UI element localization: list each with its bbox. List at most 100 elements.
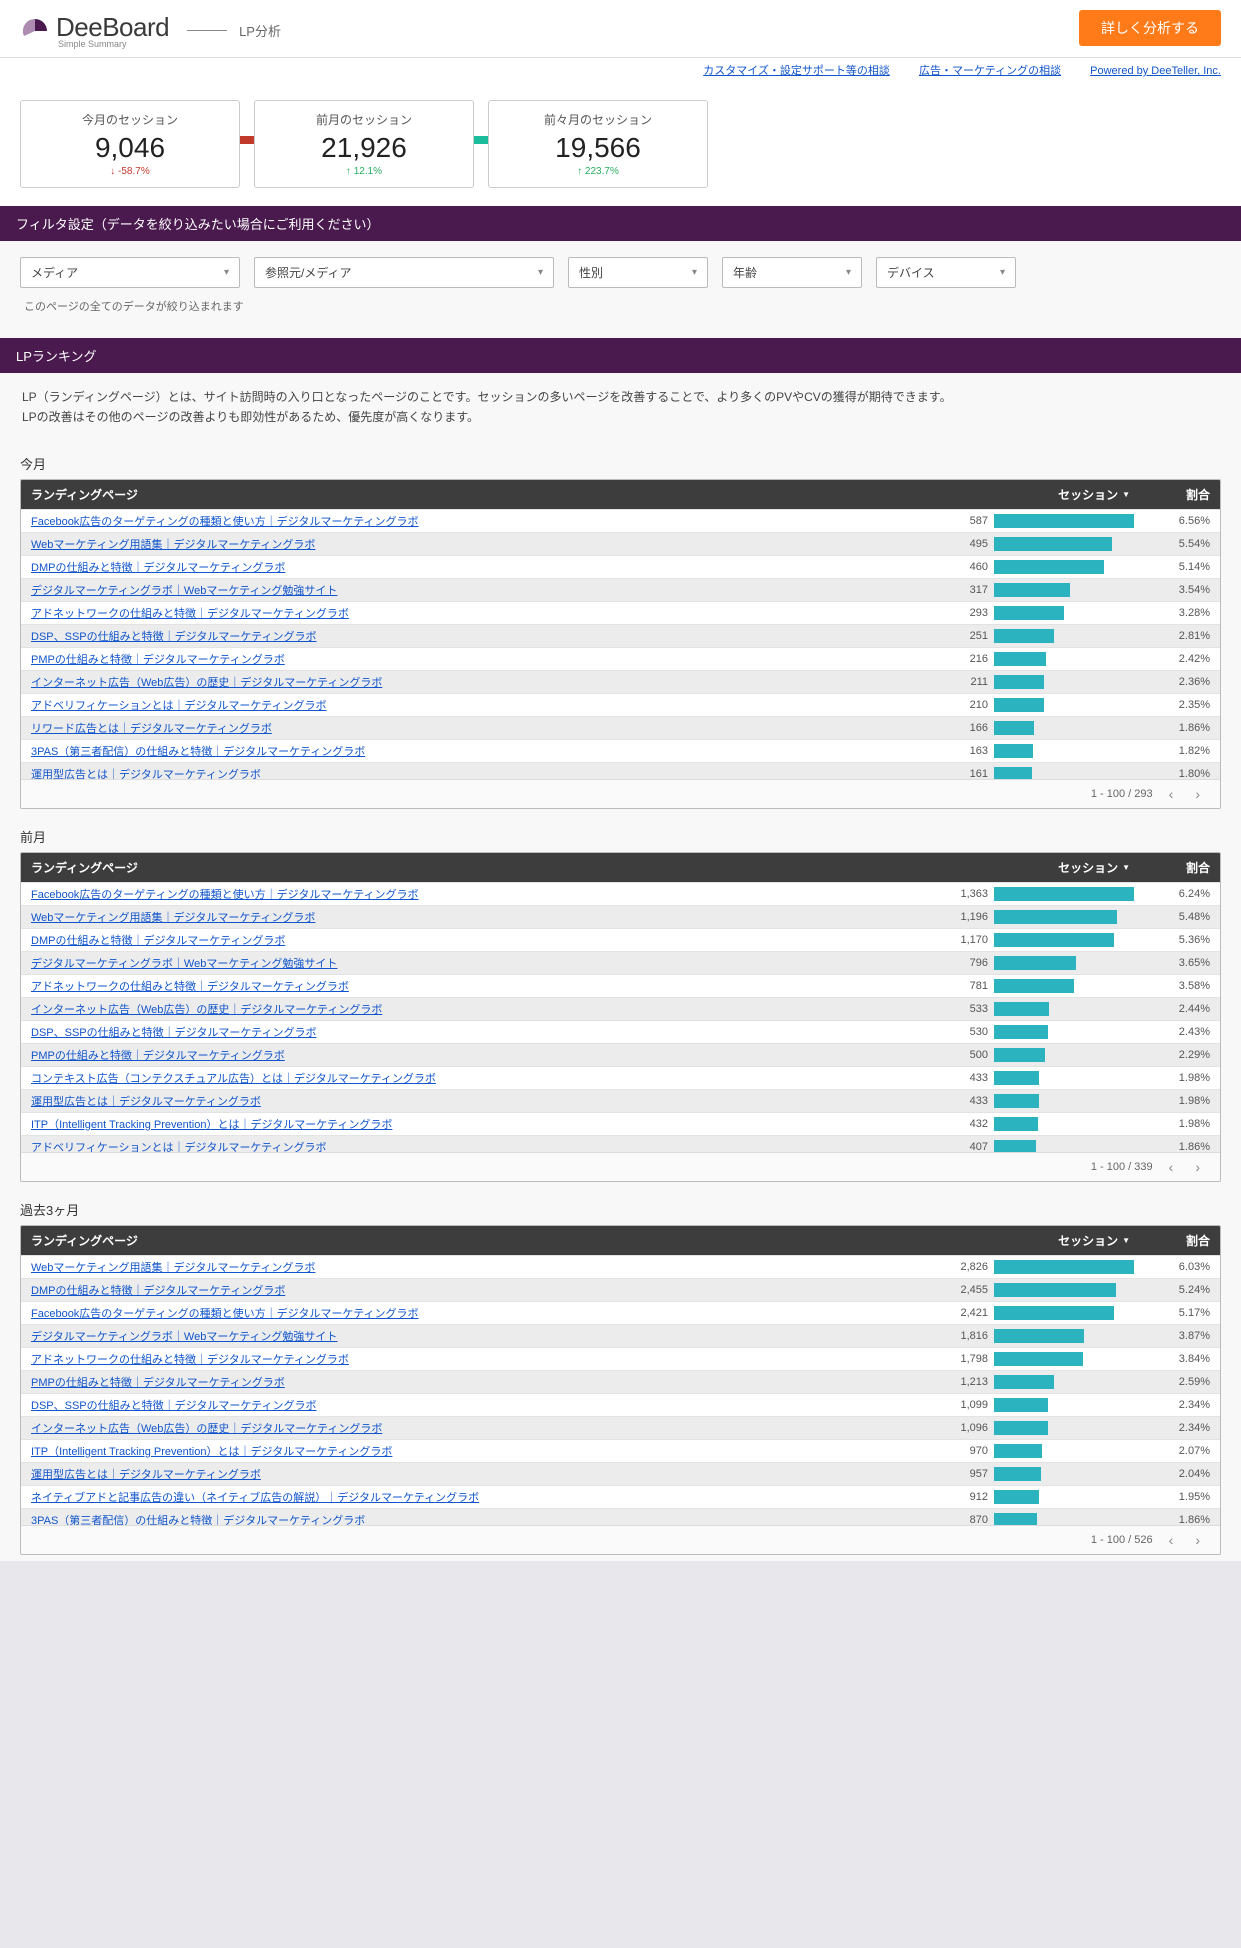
table-row: DSP、SSPの仕組みと特徴｜デジタルマーケティングラボ2512.81%: [21, 624, 1220, 647]
card-title: 前月のセッション: [269, 111, 459, 128]
page-link[interactable]: リワード広告とは｜デジタルマーケティングラボ: [31, 723, 272, 735]
page-link[interactable]: デジタルマーケティングラボ｜Webマーケティング勉強サイト: [31, 1331, 337, 1343]
page-link[interactable]: ITP（Intelligent Tracking Prevention）とは｜デ…: [31, 1446, 392, 1458]
page-link[interactable]: Facebook広告のターゲティングの種類と使い方｜デジタルマーケティングラボ: [31, 516, 419, 528]
analyze-button[interactable]: 詳しく分析する: [1079, 10, 1221, 46]
filter-dropdown[interactable]: 年齢▾: [722, 257, 862, 288]
cell-page: 運用型広告とは｜デジタルマーケティングラボ: [21, 1090, 940, 1112]
page-link[interactable]: DMPの仕組みと特徴｜デジタルマーケティングラボ: [31, 1285, 285, 1297]
col-header-percent[interactable]: 割合: [1140, 1226, 1220, 1255]
session-value: 796: [946, 957, 988, 969]
page-link[interactable]: Webマーケティング用語集｜デジタルマーケティングラボ: [31, 539, 315, 551]
page-link[interactable]: DSP、SSPの仕組みと特徴｜デジタルマーケティングラボ: [31, 631, 317, 643]
cell-session: 166: [940, 719, 1140, 737]
page-link[interactable]: Facebook広告のターゲティングの種類と使い方｜デジタルマーケティングラボ: [31, 1308, 419, 1320]
cell-session: 1,099: [940, 1396, 1140, 1414]
session-value: 2,455: [946, 1284, 988, 1296]
cell-percent: 2.34%: [1140, 1419, 1220, 1437]
session-value: 1,099: [946, 1399, 988, 1411]
cell-session: 1,213: [940, 1373, 1140, 1391]
cell-percent: 2.29%: [1140, 1046, 1220, 1064]
col-header-percent[interactable]: 割合: [1140, 853, 1220, 882]
page-link[interactable]: Facebook広告のターゲティングの種類と使い方｜デジタルマーケティングラボ: [31, 889, 419, 901]
page-link[interactable]: 運用型広告とは｜デジタルマーケティングラボ: [31, 1469, 261, 1481]
page-link[interactable]: デジタルマーケティングラボ｜Webマーケティング勉強サイト: [31, 585, 337, 597]
page-link[interactable]: 運用型広告とは｜デジタルマーケティングラボ: [31, 769, 261, 779]
filter-label: メディア: [31, 264, 78, 281]
cell-page: 3PAS（第三者配信）の仕組みと特徴｜デジタルマーケティングラボ: [21, 1509, 940, 1525]
page-link[interactable]: アドネットワークの仕組みと特徴｜デジタルマーケティングラボ: [31, 981, 349, 993]
page-link[interactable]: DMPの仕組みと特徴｜デジタルマーケティングラボ: [31, 935, 285, 947]
page-link[interactable]: DSP、SSPの仕組みと特徴｜デジタルマーケティングラボ: [31, 1027, 317, 1039]
link-customize[interactable]: カスタマイズ・設定サポート等の相談: [703, 65, 890, 77]
logo: DeeBoard Simple Summary: [20, 12, 169, 49]
col-header-session[interactable]: セッション ▼: [940, 480, 1140, 509]
table-row: Facebook広告のターゲティングの種類と使い方｜デジタルマーケティングラボ1…: [21, 882, 1220, 905]
sort-desc-icon: ▼: [1122, 1236, 1130, 1245]
card-value: 19,566: [503, 132, 693, 164]
col-header-page[interactable]: ランディングページ: [21, 480, 940, 509]
page-link[interactable]: 運用型広告とは｜デジタルマーケティングラボ: [31, 1096, 261, 1108]
table-row: 3PAS（第三者配信）の仕組みと特徴｜デジタルマーケティングラボ1631.82%: [21, 739, 1220, 762]
table-row: 3PAS（第三者配信）の仕組みと特徴｜デジタルマーケティングラボ8701.86%: [21, 1508, 1220, 1525]
page-link[interactable]: PMPの仕組みと特徴｜デジタルマーケティングラボ: [31, 654, 285, 666]
page-link[interactable]: コンテキスト広告（コンテクスチュアル広告）とは｜デジタルマーケティングラボ: [31, 1073, 436, 1085]
cell-session: 912: [940, 1488, 1140, 1506]
page-link[interactable]: PMPの仕組みと特徴｜デジタルマーケティングラボ: [31, 1050, 285, 1062]
table-row: デジタルマーケティングラボ｜Webマーケティング勉強サイト7963.65%: [21, 951, 1220, 974]
table-row: ITP（Intelligent Tracking Prevention）とは｜デ…: [21, 1439, 1220, 1462]
page-link[interactable]: インターネット広告（Web広告）の歴史｜デジタルマーケティングラボ: [31, 1423, 382, 1435]
table-footer: 1 - 100 / 293‹›: [21, 779, 1220, 808]
session-value: 293: [946, 607, 988, 619]
next-page-button[interactable]: ›: [1189, 786, 1206, 802]
cell-percent: 1.86%: [1140, 719, 1220, 737]
page-link[interactable]: デジタルマーケティングラボ｜Webマーケティング勉強サイト: [31, 958, 337, 970]
link-powered[interactable]: Powered by DeeTeller, Inc.: [1090, 65, 1221, 77]
prev-page-button[interactable]: ‹: [1163, 786, 1180, 802]
page-link[interactable]: アドベリフィケーションとは｜デジタルマーケティングラボ: [31, 700, 326, 712]
filter-label: 年齢: [733, 264, 757, 281]
session-cards: 今月のセッション9,046↓ -58.7%前月のセッション21,926↑ 12.…: [0, 86, 1241, 206]
prev-page-button[interactable]: ‹: [1163, 1159, 1180, 1175]
page-link[interactable]: インターネット広告（Web広告）の歴史｜デジタルマーケティングラボ: [31, 1004, 382, 1016]
col-header-page[interactable]: ランディングページ: [21, 853, 940, 882]
cell-percent: 2.07%: [1140, 1442, 1220, 1460]
ranking-table-block: 今月ランディングページセッション ▼割合Facebook広告のターゲティングの種…: [0, 442, 1241, 815]
session-value: 166: [946, 722, 988, 734]
prev-page-button[interactable]: ‹: [1163, 1532, 1180, 1548]
page-link[interactable]: ITP（Intelligent Tracking Prevention）とは｜デ…: [31, 1119, 392, 1131]
col-header-session[interactable]: セッション ▼: [940, 853, 1140, 882]
filter-dropdown[interactable]: デバイス▾: [876, 257, 1016, 288]
session-bar: [994, 1002, 1049, 1016]
chevron-down-icon: ▾: [224, 267, 229, 278]
page-link[interactable]: DMPの仕組みと特徴｜デジタルマーケティングラボ: [31, 562, 285, 574]
page-link[interactable]: Webマーケティング用語集｜デジタルマーケティングラボ: [31, 1262, 315, 1274]
filter-dropdown[interactable]: メディア ▾: [20, 257, 240, 288]
next-page-button[interactable]: ›: [1189, 1159, 1206, 1175]
filter-dropdown[interactable]: 参照元/メディア▾: [254, 257, 554, 288]
page-link[interactable]: ネイティブアドと記事広告の違い（ネイティブ広告の解説）｜デジタルマーケティングラ…: [31, 1492, 479, 1504]
link-marketing[interactable]: 広告・マーケティングの相談: [919, 65, 1061, 77]
page-link[interactable]: Webマーケティング用語集｜デジタルマーケティングラボ: [31, 912, 315, 924]
page-link[interactable]: PMPの仕組みと特徴｜デジタルマーケティングラボ: [31, 1377, 285, 1389]
page-link[interactable]: 3PAS（第三者配信）の仕組みと特徴｜デジタルマーケティングラボ: [31, 1515, 365, 1525]
filter-dropdown[interactable]: 性別▾: [568, 257, 708, 288]
cell-percent: 2.04%: [1140, 1465, 1220, 1483]
session-bar: [994, 1329, 1084, 1343]
next-page-button[interactable]: ›: [1189, 1532, 1206, 1548]
page-link[interactable]: アドネットワークの仕組みと特徴｜デジタルマーケティングラボ: [31, 608, 349, 620]
col-header-session[interactable]: セッション ▼: [940, 1226, 1140, 1255]
session-bar: [994, 698, 1044, 712]
page-link[interactable]: インターネット広告（Web広告）の歴史｜デジタルマーケティングラボ: [31, 677, 382, 689]
page-link[interactable]: アドネットワークの仕組みと特徴｜デジタルマーケティングラボ: [31, 1354, 349, 1366]
col-header-page[interactable]: ランディングページ: [21, 1226, 940, 1255]
cell-page: ITP（Intelligent Tracking Prevention）とは｜デ…: [21, 1113, 940, 1135]
cell-page: Facebook広告のターゲティングの種類と使い方｜デジタルマーケティングラボ: [21, 1302, 940, 1324]
page-link[interactable]: 3PAS（第三者配信）の仕組みと特徴｜デジタルマーケティングラボ: [31, 746, 365, 758]
page-link[interactable]: DSP、SSPの仕組みと特徴｜デジタルマーケティングラボ: [31, 1400, 317, 1412]
col-header-percent[interactable]: 割合: [1140, 480, 1220, 509]
header: DeeBoard Simple Summary LP分析 詳しく分析する: [0, 0, 1241, 58]
page-link[interactable]: アドベリフィケーションとは｜デジタルマーケティングラボ: [31, 1142, 326, 1152]
table-row: インターネット広告（Web広告）の歴史｜デジタルマーケティングラボ2112.36…: [21, 670, 1220, 693]
cell-page: 運用型広告とは｜デジタルマーケティングラボ: [21, 763, 940, 779]
